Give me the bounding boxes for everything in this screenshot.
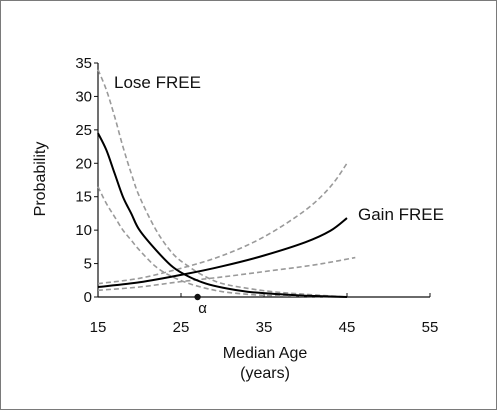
y-tick-label: 0 — [84, 289, 92, 306]
x-tick-label: 45 — [339, 319, 356, 336]
lose-free-line — [97, 132, 348, 298]
series-label-lose-free: Lose FREE — [114, 73, 201, 92]
x-tick-label: 35 — [256, 319, 273, 336]
x-axis-title-units: (years) — [240, 365, 290, 382]
y-tick-label: 10 — [75, 222, 92, 239]
y-axis-title: Probability — [32, 142, 49, 217]
y-tick-label: 20 — [75, 155, 92, 172]
axes: 0 5 10 15 20 25 30 35 15 25 35 45 55 α — [75, 55, 438, 336]
y-tick-label: 15 — [75, 189, 92, 206]
alpha-marker — [194, 293, 201, 301]
y-tick-label: 30 — [75, 88, 92, 105]
lose-free-lower-bound-line — [97, 186, 348, 298]
gain-free-line — [97, 217, 348, 288]
series-label-gain-free: Gain FREE — [358, 205, 444, 224]
series-layer — [97, 69, 356, 298]
x-tick-label: 15 — [90, 319, 107, 336]
y-tick-label: 35 — [75, 55, 92, 72]
alpha-marker-label: α — [198, 300, 207, 317]
labels-layer: Probability Median Age (years) Lose FREE… — [32, 73, 444, 382]
x-axis-title: Median Age — [223, 345, 308, 362]
y-tick-label: 5 — [84, 256, 92, 273]
x-tick-label: 55 — [422, 319, 439, 336]
lose-free-upper-bound-line — [97, 69, 348, 298]
y-tick-label: 25 — [75, 122, 92, 139]
gain-free-lower-bound-line — [97, 256, 356, 292]
x-tick-label: 25 — [173, 319, 190, 336]
